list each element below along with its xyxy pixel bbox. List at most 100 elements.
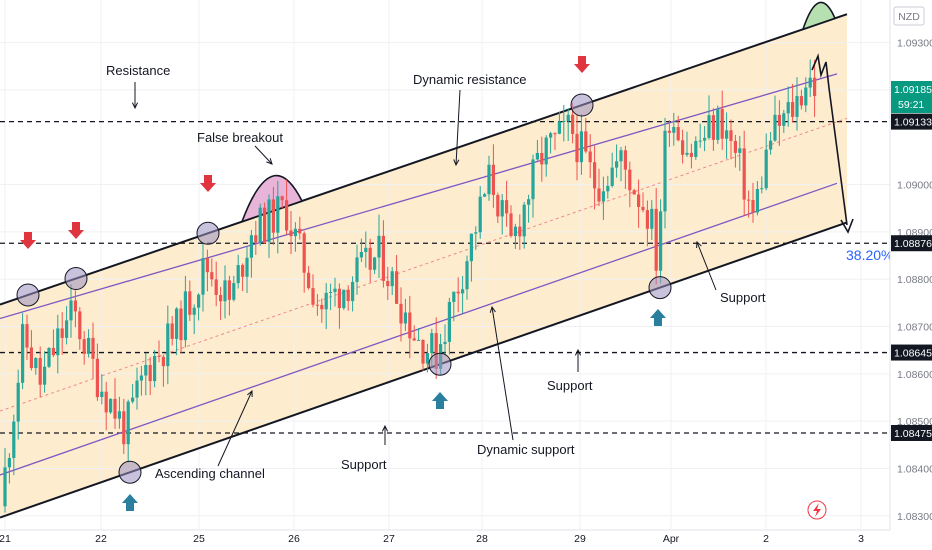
currency-box[interactable] [893, 6, 925, 26]
candle-body [531, 159, 535, 200]
candle-body [703, 137, 707, 141]
annotation-labels: Resistance Dynamic resistance False brea… [106, 63, 893, 481]
candle-body [227, 280, 231, 300]
pointer-line [217, 390, 253, 467]
price-tick-label: 1.08700 [897, 322, 932, 334]
candle-body [694, 141, 698, 157]
dynamic-resistance-line [0, 73, 838, 320]
channel-fill [0, 14, 847, 518]
candle-body [659, 211, 663, 271]
candle-body [452, 291, 456, 302]
candle-body [395, 271, 399, 304]
pointer-head [453, 159, 460, 167]
candle-body [403, 312, 407, 324]
candle-body [241, 265, 245, 277]
candle-body [38, 357, 42, 385]
candle-body [443, 341, 447, 345]
candle-body [562, 121, 566, 123]
candle-body [201, 258, 205, 295]
candle-body [78, 311, 82, 340]
candle-body [249, 235, 253, 258]
candle-body [337, 288, 341, 309]
fib-label: 38.20% [846, 247, 893, 263]
candle-body [390, 271, 394, 287]
candle-body [496, 195, 500, 217]
candle-body [95, 358, 99, 398]
price-level-badge [891, 424, 932, 441]
candle-body [43, 366, 47, 385]
candle-body [91, 337, 95, 359]
candle-body [540, 152, 544, 165]
candle-body [579, 131, 583, 163]
candle-body [351, 281, 355, 302]
candle-body [711, 115, 715, 140]
candle-body [232, 283, 236, 300]
candle-body [29, 347, 33, 369]
channel-upper-line [0, 13, 848, 306]
buy-arrow-icon [122, 494, 138, 511]
time-tick-label: 25 [193, 533, 205, 545]
candle-body [786, 102, 790, 114]
time-tick-label: 28 [476, 533, 488, 545]
pointer-head [381, 424, 389, 432]
candle-body [760, 188, 764, 190]
candle-body [188, 291, 192, 315]
candle-body [373, 257, 377, 270]
candle-body [148, 364, 152, 382]
lightning-icon[interactable] [807, 500, 827, 520]
label-dynamic-support: Dynamic support [477, 442, 575, 457]
candle-body [549, 133, 553, 138]
candle-body [276, 196, 280, 233]
candle-body [509, 213, 513, 237]
candle-body [368, 247, 372, 270]
candle-body [465, 261, 469, 290]
pointer-head [266, 158, 273, 165]
sell-arrow-icon [200, 175, 216, 192]
candle-body [425, 353, 429, 364]
candle-body [474, 232, 478, 234]
pointer-head [247, 389, 253, 398]
pointer-line [491, 306, 514, 441]
label-dynamic-resistance: Dynamic resistance [413, 72, 526, 87]
candle-body [601, 191, 605, 202]
candle-body [12, 421, 16, 459]
label-support-mid: Support [547, 378, 593, 393]
price-level-badge-label: 1.09133 [894, 117, 932, 129]
candle-body [16, 382, 20, 422]
candle-body [359, 252, 363, 258]
candle-body [522, 204, 526, 237]
candle-body [73, 300, 77, 312]
candle-body [685, 152, 689, 155]
candle-body [676, 127, 680, 141]
candle-body [733, 140, 737, 153]
candle-body [170, 323, 174, 339]
candle-body [597, 188, 601, 202]
sell-arrow-icon [20, 232, 36, 249]
candle-body [192, 307, 196, 315]
candle-body [183, 291, 187, 341]
candle-body [161, 356, 165, 367]
time-tick-label: Apr [663, 533, 680, 545]
pointer-head [131, 102, 139, 110]
price-level-badge-label: 1.08645 [894, 348, 932, 360]
candles [3, 59, 817, 513]
candle-body [447, 301, 451, 342]
touch-point-circle [16, 283, 40, 307]
candle-body [483, 194, 487, 197]
candle-body [584, 131, 588, 152]
candle-body [153, 355, 157, 382]
candle-body [113, 398, 117, 419]
candle-body [236, 265, 240, 284]
candle-body [720, 109, 724, 139]
candle-body [60, 328, 64, 338]
candle-body [478, 196, 482, 233]
time-tick-label: 26 [288, 533, 300, 545]
candle-body [654, 208, 658, 271]
candle-body [782, 113, 786, 126]
candle-body [302, 233, 306, 273]
signal-arrows [20, 56, 666, 511]
candle-body [623, 150, 627, 170]
candle-body [487, 164, 491, 195]
current-price-badge [891, 81, 932, 114]
